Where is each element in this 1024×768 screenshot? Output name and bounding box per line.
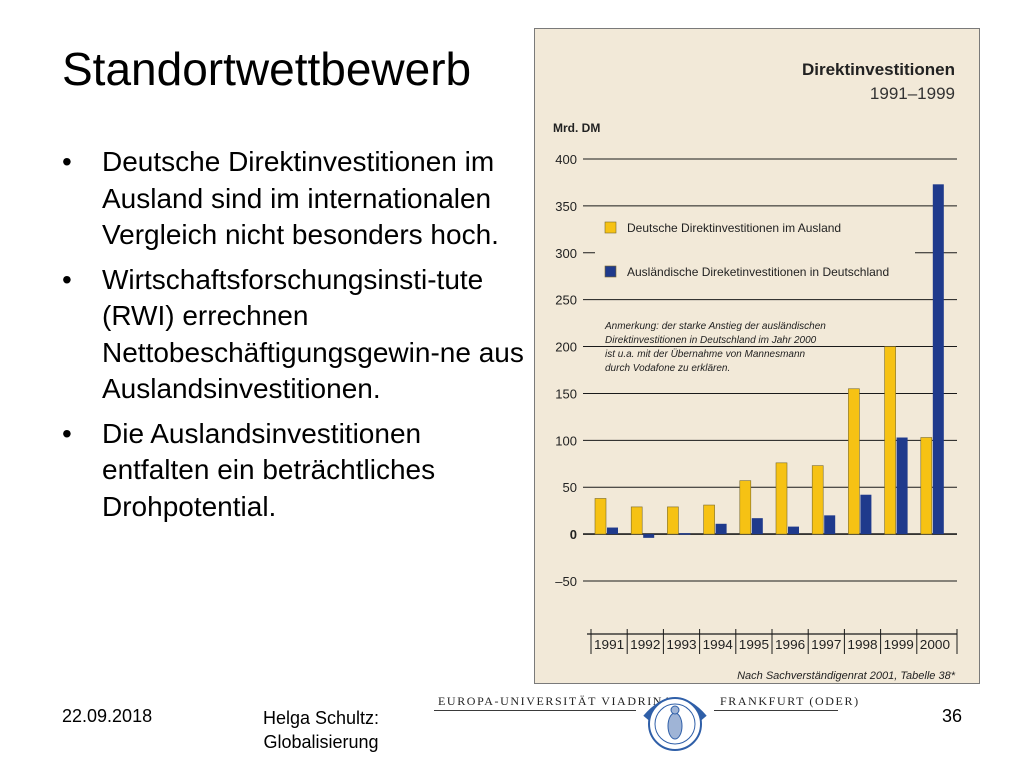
chart-source: Nach Sachverständigenrat 2001, Tabelle 3… bbox=[737, 670, 956, 682]
x-tick-label: 1991 bbox=[594, 637, 624, 652]
logo-divider bbox=[714, 710, 838, 711]
footer-author: Helga Schultz: Globalisierung bbox=[246, 706, 396, 754]
chart-title: Direktinvestitionen bbox=[802, 60, 955, 79]
bullet-dot: • bbox=[62, 263, 72, 295]
university-city: FRANKFURT (ODER) bbox=[720, 694, 860, 708]
x-tick-label: 1994 bbox=[703, 637, 733, 652]
x-tick-label: 1992 bbox=[630, 637, 660, 652]
legend-swatch bbox=[604, 265, 617, 278]
chart-annotation: ist u.a. mit der Übernahme von Mannesman… bbox=[605, 348, 806, 360]
y-axis-label: Mrd. DM bbox=[553, 121, 600, 135]
y-tick-label: –50 bbox=[555, 574, 577, 589]
y-tick-label: 100 bbox=[555, 433, 577, 448]
y-tick-label: 400 bbox=[555, 152, 577, 167]
logo-divider bbox=[434, 710, 636, 711]
bar bbox=[811, 465, 824, 535]
university-name: EUROPA-UNIVERSITÄT VIADRINA bbox=[438, 694, 674, 708]
bullet-dot: • bbox=[62, 146, 72, 177]
bar bbox=[920, 437, 933, 535]
university-logo: EUROPA-UNIVERSITÄT VIADRINA FRANKFURT (O… bbox=[434, 688, 858, 754]
bar bbox=[679, 533, 691, 535]
bar bbox=[667, 506, 679, 535]
chart-panel: Direktinvestitionen 1991–1999 Mrd. DM –50 0 5… bbox=[534, 28, 980, 684]
bar bbox=[884, 346, 896, 535]
y-tick-label: 200 bbox=[555, 340, 577, 355]
slide-title: Standortwettbewerb bbox=[62, 43, 472, 95]
x-tick-label: 1995 bbox=[739, 637, 769, 652]
bar bbox=[715, 523, 727, 535]
legend-label: Ausländische Direketinvestitionen in Deu… bbox=[627, 265, 889, 279]
bullet-list: • Deutsche Direktinvestitionen im Ausland… bbox=[62, 144, 532, 533]
x-tick-label: 1993 bbox=[666, 637, 696, 652]
legend-label: Deutsche Direktinvestitionen im Ausland bbox=[627, 221, 841, 235]
x-tick-label: 1999 bbox=[884, 637, 914, 652]
bar bbox=[739, 480, 752, 535]
bar bbox=[775, 462, 788, 535]
bar bbox=[643, 534, 655, 538]
legend-swatch bbox=[604, 221, 617, 234]
footer-date: 22.09.2018 bbox=[62, 706, 153, 726]
bar bbox=[824, 515, 836, 535]
x-tick-label: 1998 bbox=[847, 637, 877, 652]
bullet-text: Wirtschaftsforschungsinsti-tute (RWI) er… bbox=[102, 263, 524, 405]
bar bbox=[860, 494, 872, 535]
bar bbox=[630, 506, 643, 535]
bullet-text: Die Auslandsinvestitionen entfalten ein … bbox=[102, 417, 436, 522]
bar bbox=[896, 437, 908, 535]
university-seal-icon bbox=[643, 697, 707, 751]
bar bbox=[751, 518, 763, 535]
page-number: 36 bbox=[941, 706, 962, 726]
author-topic: Globalisierung bbox=[263, 732, 379, 752]
legend-box bbox=[595, 213, 915, 291]
x-tick-label: 1996 bbox=[775, 637, 805, 652]
y-tick-label: 350 bbox=[555, 199, 577, 214]
y-tick-label: 150 bbox=[555, 386, 577, 401]
chart-annotation: Anmerkung: der starke Anstieg der auslän… bbox=[604, 321, 826, 332]
bar-chart: Direktinvestitionen 1991–1999 Mrd. DM –50 0 5… bbox=[553, 60, 958, 682]
y-tick-label: 300 bbox=[555, 246, 577, 261]
y-tick-label: 250 bbox=[555, 293, 577, 308]
bar bbox=[594, 498, 607, 535]
y-tick-label: 50 bbox=[563, 480, 577, 495]
bullet-item: • Wirtschaftsforschungsinsti-tute (RWI) e… bbox=[62, 262, 532, 408]
x-tick-label: 2000 bbox=[920, 637, 950, 652]
y-tick-label: 0 bbox=[570, 527, 577, 542]
chart-annotation: durch Vodafone zu erklären. bbox=[605, 363, 730, 374]
bar bbox=[932, 184, 944, 535]
bullet-dot: • bbox=[62, 417, 72, 449]
author-name: Helga Schultz: bbox=[262, 708, 380, 728]
chart-annotation: Direktinvestitionen in Deutschland im Ja… bbox=[605, 335, 817, 346]
bar bbox=[607, 527, 618, 535]
bar bbox=[703, 504, 715, 535]
x-tick-label: 1997 bbox=[811, 637, 841, 652]
bar bbox=[848, 388, 860, 535]
bar bbox=[788, 526, 799, 535]
bullet-item: • Deutsche Direktinvestitionen im Ausland… bbox=[62, 144, 532, 254]
chart-subtitle: 1991–1999 bbox=[870, 84, 955, 103]
bullet-item: • Die Auslandsinvestitionen entfalten ein… bbox=[62, 416, 532, 526]
bullet-text: Deutsche Direktinvestitionen im Ausland … bbox=[102, 146, 499, 250]
